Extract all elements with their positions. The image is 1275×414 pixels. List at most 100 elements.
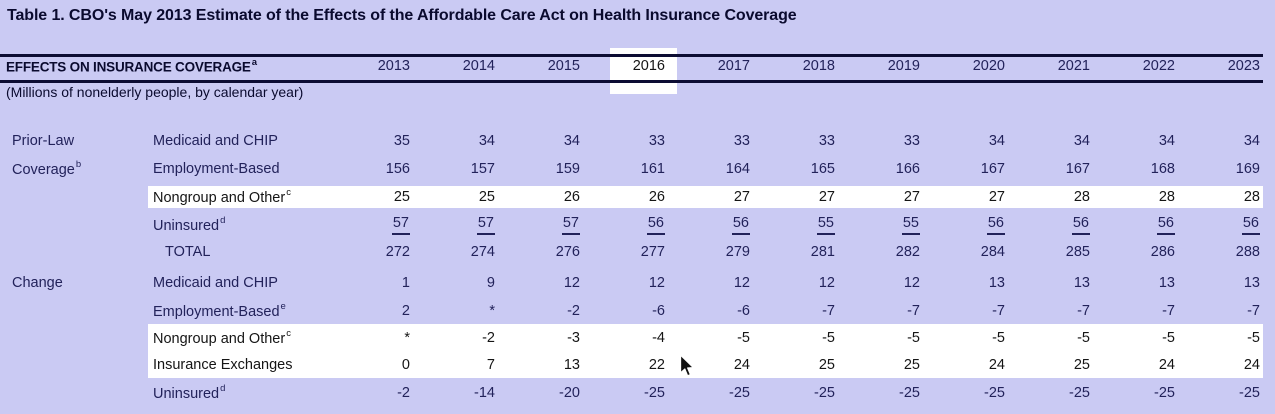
value-cell: 13 bbox=[923, 275, 1008, 291]
row-label-footnote: e bbox=[280, 301, 286, 313]
value-text: 168 bbox=[1150, 161, 1175, 177]
value-cell: 57 bbox=[413, 215, 498, 235]
value-text: 284 bbox=[980, 244, 1005, 260]
value-cell: 56 bbox=[1093, 215, 1178, 235]
value-text: 26 bbox=[563, 189, 580, 205]
value-cell: 34 bbox=[1093, 133, 1178, 149]
value-text: 1 bbox=[401, 275, 410, 291]
value-text: 276 bbox=[555, 244, 580, 260]
mouse-cursor-icon bbox=[679, 354, 695, 377]
value-cell: -5 bbox=[753, 330, 838, 346]
value-cell: -20 bbox=[498, 385, 583, 401]
value-text: 12 bbox=[648, 275, 665, 291]
value-text: 167 bbox=[980, 161, 1005, 177]
value-text: 13 bbox=[1243, 275, 1260, 291]
value-cell: -6 bbox=[668, 303, 753, 319]
value-cell: -25 bbox=[1008, 385, 1093, 401]
value-text: 57 bbox=[391, 216, 410, 235]
value-cell: 25 bbox=[1008, 357, 1093, 373]
row-label-text: Nongroup and Other bbox=[153, 330, 286, 347]
value-cell: 34 bbox=[1008, 133, 1093, 149]
year-header-2017: 2017 bbox=[717, 58, 750, 74]
value-text: 34 bbox=[1073, 133, 1090, 149]
table-subtitle: (Millions of nonelderly people, by calen… bbox=[6, 84, 304, 100]
value-text: -5 bbox=[1247, 330, 1260, 346]
value-cell: -5 bbox=[668, 330, 753, 346]
value-text: -6 bbox=[737, 303, 750, 319]
year-header-2018: 2018 bbox=[802, 58, 835, 74]
value-text: 169 bbox=[1235, 161, 1260, 177]
value-cell: 277 bbox=[583, 244, 668, 260]
value-text: 282 bbox=[895, 244, 920, 260]
value-text: 34 bbox=[988, 133, 1005, 149]
value-cell: -2 bbox=[328, 385, 413, 401]
value-text: 12 bbox=[733, 275, 750, 291]
value-cell: 167 bbox=[923, 161, 1008, 177]
value-cell: -2 bbox=[413, 330, 498, 346]
value-cell: 33 bbox=[838, 133, 923, 149]
value-text: -25 bbox=[984, 385, 1005, 401]
value-cell: -14 bbox=[413, 385, 498, 401]
value-text: 12 bbox=[903, 275, 920, 291]
group-label-text: Coverage bbox=[12, 161, 75, 178]
value-cell: -7 bbox=[838, 303, 923, 319]
value-text: -5 bbox=[1162, 330, 1175, 346]
row-label-footnote: c bbox=[286, 328, 291, 340]
value-cell: 56 bbox=[668, 215, 753, 235]
value-text: 34 bbox=[478, 133, 495, 149]
value-cell: 167 bbox=[1008, 161, 1093, 177]
value-cell: 55 bbox=[838, 215, 923, 235]
value-text: 27 bbox=[903, 189, 920, 205]
value-text: 28 bbox=[1243, 189, 1260, 205]
value-text: -25 bbox=[729, 385, 750, 401]
value-cell: -5 bbox=[1008, 330, 1093, 346]
value-text: 56 bbox=[646, 216, 665, 235]
year-header-2021: 2021 bbox=[1057, 58, 1090, 74]
table-row-employment-based: Employment-Basede 2 * -2 -6 -6 -7 -7 -7 -7 -7 -7 bbox=[0, 297, 1263, 325]
value-text: -7 bbox=[992, 303, 1005, 319]
value-cell: -7 bbox=[923, 303, 1008, 319]
value-text: -7 bbox=[822, 303, 835, 319]
value-text: 27 bbox=[988, 189, 1005, 205]
value-cell: 12 bbox=[753, 275, 838, 291]
value-text: -25 bbox=[1239, 385, 1260, 401]
value-cell: 57 bbox=[498, 215, 583, 235]
value-cell: 157 bbox=[413, 161, 498, 177]
value-cell: -7 bbox=[1008, 303, 1093, 319]
value-text: * bbox=[404, 330, 410, 346]
row-label-footnote: c bbox=[286, 187, 291, 199]
value-cell: 12 bbox=[498, 275, 583, 291]
row-label-cell: Medicaid and CHIP bbox=[148, 275, 328, 291]
value-cell: 25 bbox=[753, 357, 838, 373]
value-text: 159 bbox=[555, 161, 580, 177]
value-cell: 272 bbox=[328, 244, 413, 260]
value-text: 35 bbox=[393, 133, 410, 149]
value-text: -2 bbox=[397, 385, 410, 401]
value-cell: 27 bbox=[668, 189, 753, 205]
table-row-medicaid-and-chip: Prior-Law Medicaid and CHIP 35 34 34 33 33 33 33… bbox=[0, 127, 1263, 155]
value-text: 34 bbox=[563, 133, 580, 149]
year-header-2013: 2013 bbox=[377, 58, 410, 74]
value-cell: -4 bbox=[583, 330, 668, 346]
value-cell: 156 bbox=[328, 161, 413, 177]
value-cell: 166 bbox=[838, 161, 923, 177]
value-cell: 165 bbox=[753, 161, 838, 177]
value-cell: * bbox=[413, 303, 498, 319]
value-text: 13 bbox=[563, 357, 580, 373]
value-cell: 12 bbox=[583, 275, 668, 291]
value-cell: -2 bbox=[498, 303, 583, 319]
value-cell: -25 bbox=[668, 385, 753, 401]
value-text: 56 bbox=[986, 216, 1005, 235]
value-text: 274 bbox=[470, 244, 495, 260]
value-cell: 12 bbox=[838, 275, 923, 291]
effects-column-header: EFFECTS ON INSURANCE COVERAGEa bbox=[0, 57, 328, 75]
effects-header-text: EFFECTS ON INSURANCE COVERAGE bbox=[6, 59, 251, 75]
year-header-2022: 2022 bbox=[1142, 58, 1175, 74]
value-text: 56 bbox=[1071, 216, 1090, 235]
value-text: 166 bbox=[895, 161, 920, 177]
value-text: 24 bbox=[988, 357, 1005, 373]
value-text: -25 bbox=[814, 385, 835, 401]
year-header-2015: 2015 bbox=[547, 58, 580, 74]
value-cell: 13 bbox=[1008, 275, 1093, 291]
